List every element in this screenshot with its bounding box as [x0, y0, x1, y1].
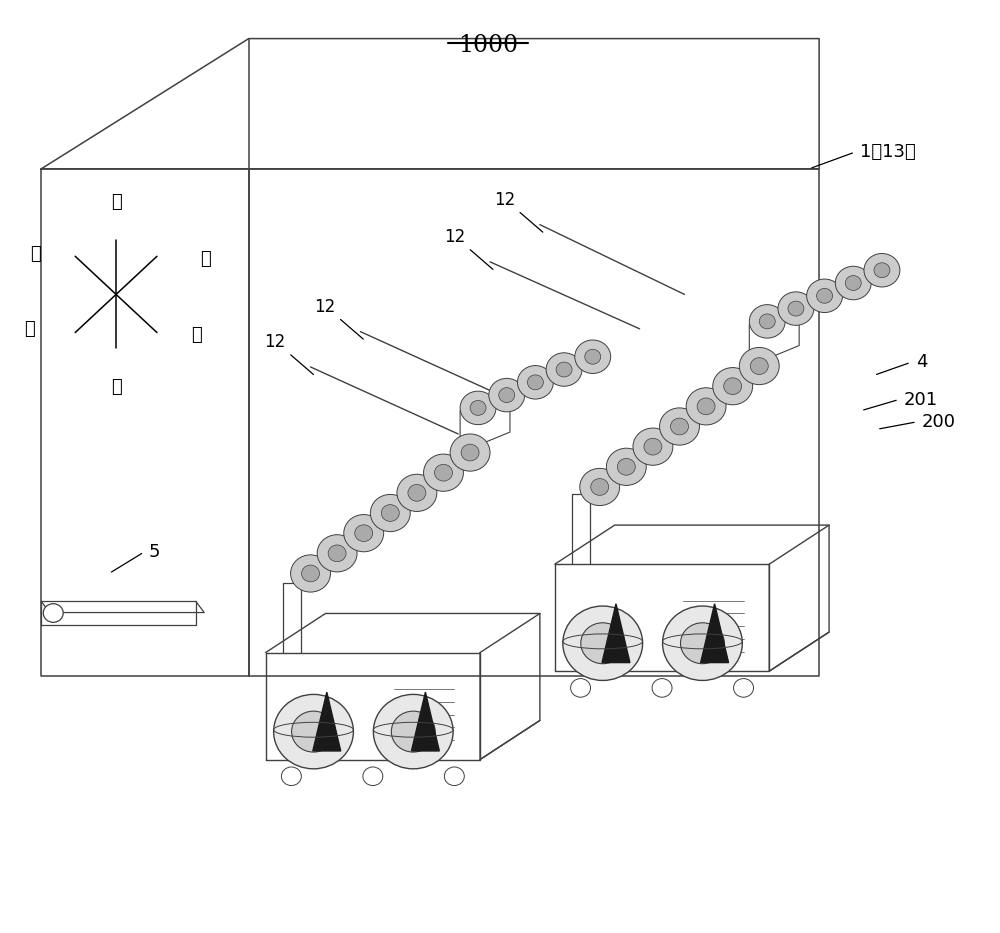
- Circle shape: [671, 418, 688, 435]
- Text: 5: 5: [149, 543, 160, 561]
- Text: 12: 12: [494, 191, 515, 209]
- Circle shape: [874, 263, 890, 278]
- Text: 200: 200: [922, 412, 956, 431]
- Circle shape: [302, 565, 320, 582]
- Circle shape: [444, 767, 464, 786]
- Text: 201: 201: [904, 391, 938, 409]
- Circle shape: [734, 678, 753, 697]
- Polygon shape: [701, 604, 729, 662]
- Text: 右: 右: [200, 250, 211, 269]
- Text: 12: 12: [264, 333, 286, 351]
- Text: 上: 上: [111, 193, 121, 211]
- Circle shape: [355, 524, 373, 541]
- Circle shape: [680, 622, 724, 663]
- Circle shape: [344, 515, 384, 551]
- Circle shape: [817, 288, 833, 303]
- Text: 1000: 1000: [458, 34, 518, 57]
- Circle shape: [750, 357, 768, 374]
- Text: 下: 下: [111, 378, 121, 396]
- Circle shape: [724, 378, 742, 395]
- Polygon shape: [411, 692, 439, 751]
- Text: 12: 12: [314, 298, 335, 315]
- Circle shape: [575, 340, 611, 373]
- Circle shape: [450, 434, 490, 471]
- Circle shape: [644, 439, 662, 455]
- Circle shape: [571, 678, 591, 697]
- Circle shape: [739, 347, 779, 384]
- Text: 4: 4: [916, 354, 927, 371]
- Circle shape: [373, 694, 453, 769]
- Circle shape: [563, 606, 643, 680]
- Circle shape: [686, 388, 726, 425]
- Circle shape: [697, 398, 715, 414]
- Circle shape: [788, 301, 804, 316]
- Circle shape: [591, 479, 609, 495]
- Circle shape: [652, 678, 672, 697]
- Circle shape: [759, 313, 775, 328]
- Circle shape: [460, 391, 496, 425]
- Polygon shape: [602, 604, 630, 662]
- Circle shape: [749, 305, 785, 338]
- Circle shape: [606, 448, 646, 485]
- Circle shape: [835, 266, 871, 299]
- Circle shape: [778, 292, 814, 326]
- Circle shape: [317, 535, 357, 572]
- Text: 1（13）: 1（13）: [860, 143, 916, 161]
- Circle shape: [556, 362, 572, 377]
- Circle shape: [663, 606, 742, 680]
- Circle shape: [292, 711, 335, 752]
- Circle shape: [281, 767, 301, 786]
- Circle shape: [370, 494, 410, 532]
- Circle shape: [517, 366, 553, 399]
- Circle shape: [381, 505, 399, 522]
- Circle shape: [461, 444, 479, 461]
- Circle shape: [585, 349, 601, 364]
- Circle shape: [397, 474, 437, 511]
- Circle shape: [617, 458, 635, 475]
- Circle shape: [470, 400, 486, 415]
- Text: 12: 12: [444, 228, 465, 246]
- Circle shape: [845, 275, 861, 290]
- Circle shape: [408, 484, 426, 501]
- Circle shape: [546, 353, 582, 386]
- Circle shape: [435, 465, 452, 481]
- Circle shape: [391, 711, 435, 752]
- Polygon shape: [313, 692, 341, 751]
- Circle shape: [274, 694, 353, 769]
- Text: 前: 前: [191, 326, 202, 344]
- Circle shape: [807, 279, 843, 313]
- Circle shape: [864, 254, 900, 287]
- Circle shape: [713, 368, 753, 405]
- Circle shape: [489, 379, 525, 411]
- Circle shape: [527, 375, 543, 390]
- Circle shape: [581, 622, 625, 663]
- Text: 左: 左: [24, 320, 35, 339]
- Circle shape: [363, 767, 383, 786]
- Circle shape: [328, 545, 346, 562]
- Circle shape: [499, 388, 515, 402]
- Circle shape: [424, 454, 463, 492]
- Circle shape: [660, 408, 699, 445]
- Circle shape: [43, 604, 63, 622]
- Circle shape: [633, 428, 673, 466]
- Circle shape: [580, 468, 620, 506]
- Text: 后: 后: [30, 245, 41, 263]
- Circle shape: [291, 555, 330, 592]
